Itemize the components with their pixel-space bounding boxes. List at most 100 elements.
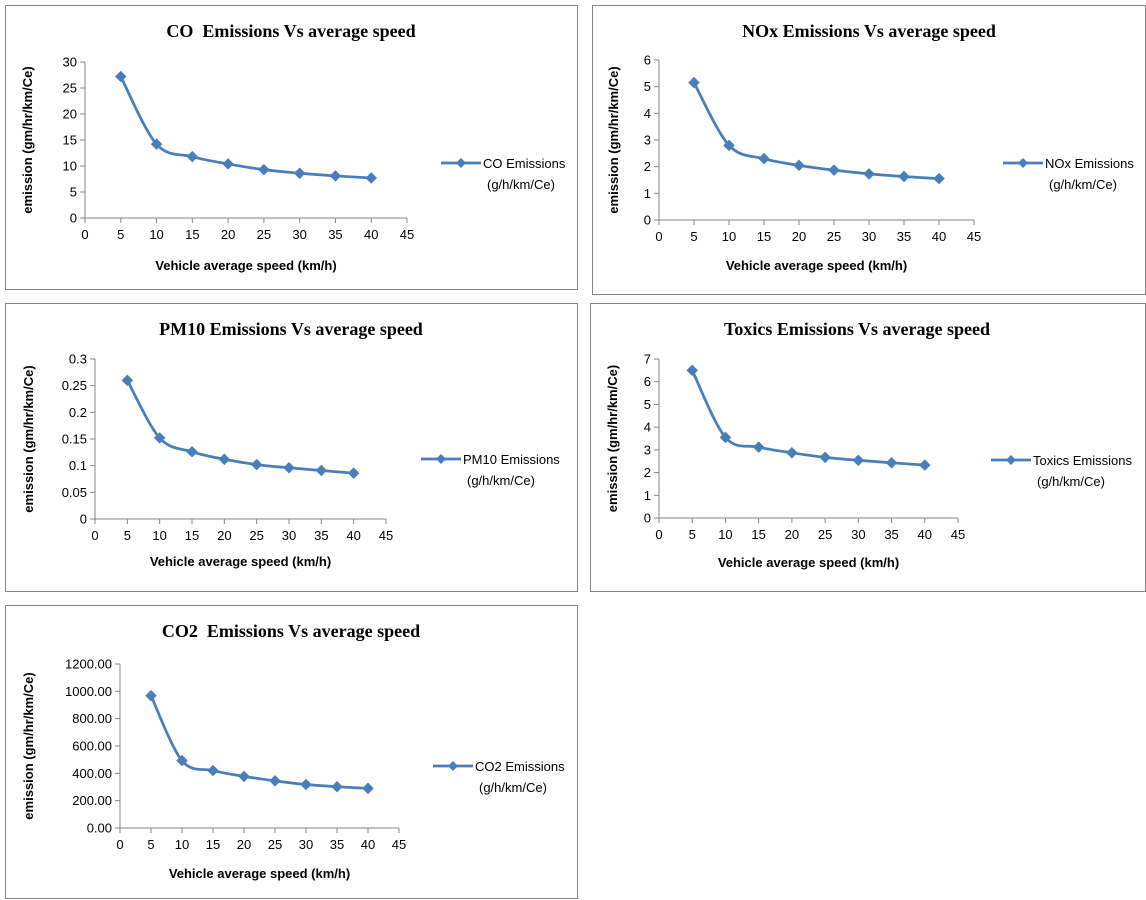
y-tick-label: 15 <box>63 133 77 148</box>
x-tick-label: 25 <box>827 229 841 244</box>
data-point-marker <box>752 441 765 453</box>
chart-panel-pm10: PM10 Emissions Vs average speed 0 0.05 0.1 0… <box>5 303 578 592</box>
chart-panel-co2: CO2 Emissions Vs average speed 0.00 200.00… <box>5 605 578 899</box>
y-tick-label: 5 <box>644 79 651 94</box>
x-tick-label: 30 <box>851 527 865 542</box>
data-point-marker <box>176 754 188 767</box>
y-tick-label: 5 <box>70 185 77 200</box>
x-tick-label: 10 <box>722 229 736 244</box>
x-tick-label: 5 <box>117 227 124 242</box>
data-point-marker <box>819 451 831 464</box>
data-point-marker <box>300 778 312 791</box>
y-tick-label: 0 <box>644 213 651 228</box>
y-tick-label: 0 <box>80 512 87 527</box>
x-tick-label: 45 <box>379 528 393 543</box>
chart-title: CO2 Emissions Vs average speed <box>162 621 420 641</box>
y-tick-label: 0.15 <box>62 432 87 447</box>
y-tick-label: 400.00 <box>72 766 112 781</box>
legend-label: CO2 Emissions <box>475 759 565 774</box>
data-point-marker <box>793 159 805 172</box>
series-line <box>690 368 927 467</box>
x-tick-label: 0 <box>116 837 123 852</box>
y-axis-title: emission (gm/hr/km/Ce) <box>606 66 621 213</box>
x-axis-title: Vehicle average speed (km/h) <box>169 866 350 881</box>
y-tick-label: 7 <box>644 352 651 367</box>
data-point-marker <box>329 170 342 182</box>
chart-title: PM10 Emissions Vs average speed <box>159 319 423 339</box>
legend-label: CO Emissions <box>483 156 566 171</box>
data-point-marker <box>238 770 250 783</box>
x-tick-label: 15 <box>185 227 199 242</box>
x-axis-title: Vehicle average speed (km/h) <box>155 258 336 273</box>
x-axis-title: Vehicle average speed (km/h) <box>718 555 899 570</box>
chart-panel-co: CO Emissions Vs average speed 0 5 10 15 20 25 3… <box>5 5 578 290</box>
y-tick-label: 6 <box>644 374 651 389</box>
x-tick-label: 30 <box>282 528 296 543</box>
legend-label: (g/h/km/Ce) <box>479 780 547 795</box>
legend-label: (g/h/km/Ce) <box>1037 474 1105 489</box>
series-line <box>692 81 941 181</box>
y-tick-label: 0.25 <box>62 378 87 393</box>
y-tick-label: 4 <box>644 420 651 435</box>
x-tick-label: 45 <box>392 837 406 852</box>
x-axis-title: Vehicle average speed (km/h) <box>150 554 331 569</box>
x-tick-label: 20 <box>221 227 235 242</box>
data-point-marker <box>347 467 360 479</box>
y-tick-label: 10 <box>63 159 77 174</box>
data-point-marker <box>863 168 875 180</box>
x-tick-label: 0 <box>81 227 88 242</box>
x-tick-label: 5 <box>690 229 697 244</box>
data-point-marker <box>114 70 127 83</box>
data-point-marker <box>283 461 295 474</box>
y-tick-label: 0.00 <box>87 821 112 836</box>
data-point-marker <box>186 445 198 458</box>
y-tick-label: 1 <box>644 186 651 201</box>
chart-co2: CO2 Emissions Vs average speed 0.00 200.00… <box>21 621 565 881</box>
x-tick-label: 15 <box>185 528 199 543</box>
y-tick-label: 4 <box>644 106 651 121</box>
data-point-marker <box>723 139 735 152</box>
data-point-marker <box>218 453 231 466</box>
x-tick-label: 45 <box>951 527 965 542</box>
chart-title: Toxics Emissions Vs average speed <box>724 319 990 339</box>
legend-label: PM10 Emissions <box>463 452 560 467</box>
y-tick-label: 2 <box>644 159 651 174</box>
y-tick-label: 200.00 <box>72 793 112 808</box>
x-tick-label: 25 <box>257 227 271 242</box>
data-point-marker <box>852 454 865 467</box>
data-point-marker <box>153 432 166 444</box>
x-tick-label: 10 <box>175 837 189 852</box>
x-tick-label: 5 <box>124 528 131 543</box>
data-point-marker <box>315 464 328 477</box>
x-tick-label: 35 <box>330 837 344 852</box>
y-axis-title: emission (gm/hr/km/Ce) <box>21 365 36 512</box>
y-tick-label: 2 <box>644 465 651 480</box>
x-tick-label: 40 <box>932 229 946 244</box>
legend-marker <box>436 454 446 464</box>
legend-marker <box>1006 455 1016 465</box>
chart-toxics: Toxics Emissions Vs average speed0123456… <box>605 319 1132 570</box>
data-point-marker <box>758 152 770 165</box>
x-tick-label: 5 <box>147 837 154 852</box>
y-tick-label: 30 <box>63 55 77 70</box>
data-point-marker <box>121 374 134 387</box>
y-tick-label: 600.00 <box>72 739 112 754</box>
data-point-marker <box>145 689 157 702</box>
x-tick-label: 40 <box>918 527 932 542</box>
x-tick-label: 35 <box>314 528 328 543</box>
y-tick-label: 800.00 <box>72 711 112 726</box>
chart-panel-nox: NOx Emissions Vs average speed 0 1 2 3 4 5 6 0 5 1… <box>592 5 1146 295</box>
chart-panel-toxics: Toxics Emissions Vs average speed 0 1 2 3 4 5 6… <box>590 303 1146 592</box>
data-point-marker <box>186 150 199 163</box>
x-tick-label: 20 <box>217 528 231 543</box>
x-tick-label: 35 <box>884 527 898 542</box>
x-tick-label: 35 <box>328 227 342 242</box>
y-axis-title: emission (gm/hr/km/Ce) <box>20 66 35 213</box>
data-point-marker <box>207 764 219 777</box>
x-tick-label: 0 <box>91 528 98 543</box>
data-point-marker <box>898 170 910 183</box>
y-tick-label: 1000.00 <box>65 684 112 699</box>
data-point-marker <box>688 76 700 89</box>
chart-title: CO Emissions Vs average speed <box>166 21 415 41</box>
y-tick-label: 25 <box>63 81 77 96</box>
